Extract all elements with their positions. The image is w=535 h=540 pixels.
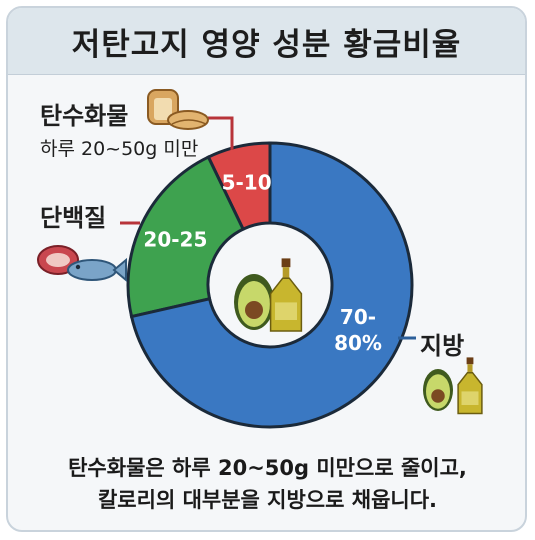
meat-fish-icon [37, 245, 127, 283]
slice-fat [129, 141, 414, 429]
carb-label: 탄수화물 [40, 102, 129, 130]
title-bar: 저탄고지 영양 성분 황금비율 [8, 8, 525, 75]
slice-label-protein: 20-25 [143, 227, 207, 251]
bread-icon [147, 89, 209, 130]
footer-line-1: 탄수화물은 하루 20~50g 미만으로 줄이고, [68, 456, 467, 480]
carb-leader-line [208, 116, 234, 150]
protein-label: 단백질 [40, 204, 107, 232]
slice-protein [126, 155, 246, 319]
page-title: 저탄고지 영양 성분 황금비율 [71, 26, 462, 63]
carb-subtitle: 하루 20~50g 미만 [40, 138, 199, 160]
slice-label-carb: 5-10 [222, 171, 272, 195]
footer-note: 탄수화물은 하루 20~50g 미만으로 줄이고, 칼로리의 대부분을 지방으로… [0, 452, 535, 516]
slice-label-fat: 70-80% [334, 305, 382, 355]
footer-line-2: 칼로리의 대부분을 지방으로 채웁니다. [97, 488, 438, 512]
avocado-oil-icon [234, 258, 303, 332]
avocado-oil-icon [423, 357, 483, 415]
fat-label: 지방 [420, 332, 465, 360]
